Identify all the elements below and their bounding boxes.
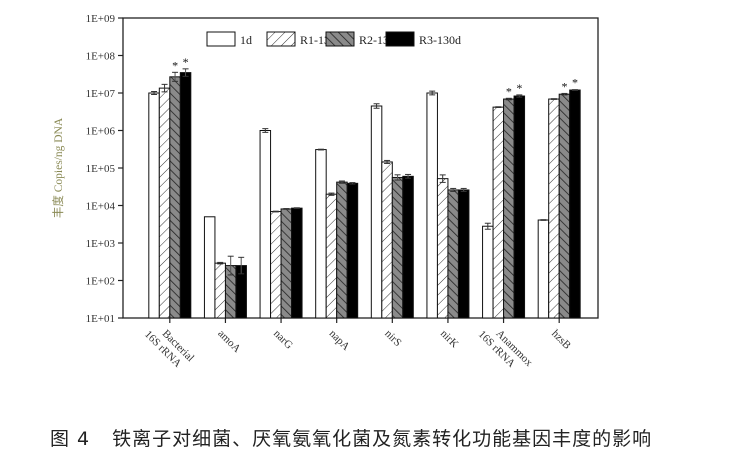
bar <box>558 93 571 319</box>
y-tick-label: 1E+08 <box>86 51 116 63</box>
x-tick-label-line: amoA <box>215 328 243 356</box>
significance-star: * <box>572 76 578 90</box>
x-tick-label-line: narG <box>271 328 295 352</box>
y-tick-label: 1E+03 <box>86 238 116 250</box>
bar <box>158 87 171 319</box>
significance-star: * <box>561 79 567 93</box>
bar <box>336 181 348 319</box>
bar <box>537 219 550 319</box>
y-tick-label: 1E+04 <box>86 201 116 213</box>
bar <box>381 161 393 319</box>
legend-swatch <box>206 31 236 47</box>
bar <box>569 89 581 319</box>
x-tick-label: nirK <box>438 328 461 351</box>
y-axis-label: 丰度 Copies/ng DNA <box>51 117 65 218</box>
legend-label: R3-130d <box>419 33 461 47</box>
x-tick-label: amoA <box>215 328 243 356</box>
bar <box>482 225 494 319</box>
bar <box>370 105 383 319</box>
figure-caption-text: 铁离子对细菌、厌氧氨氧化菌及氮素转化功能基因丰度的影响 <box>112 428 653 450</box>
legend-swatch <box>385 31 415 47</box>
bar <box>346 182 359 319</box>
x-tick-label: narG <box>271 328 295 352</box>
bar <box>291 207 303 319</box>
figure-caption: 图 4 铁离子对细菌、厌氧氨氧化菌及氮素转化功能基因丰度的影响 <box>50 424 652 451</box>
x-tick-label: nirS <box>382 328 403 349</box>
x-tick-label: napA <box>327 328 352 353</box>
plot-frame <box>122 17 599 319</box>
bar <box>169 76 181 319</box>
bar <box>259 130 272 319</box>
y-tick-label: 1E+05 <box>86 163 116 175</box>
significance-star: * <box>172 58 178 72</box>
y-tick-label: 1E+07 <box>86 88 116 100</box>
bar <box>315 149 327 319</box>
bar <box>179 72 192 319</box>
legend-swatch <box>266 31 296 47</box>
x-tick-label: hzsB <box>549 328 573 352</box>
bar <box>447 189 459 319</box>
y-tick-label: 1E+02 <box>86 276 115 288</box>
x-tick-label-line: nirK <box>438 328 461 351</box>
legend-swatch <box>325 31 355 47</box>
significance-star: * <box>183 55 189 69</box>
bar <box>325 193 338 319</box>
x-tick-label-line: hzsB <box>549 328 573 352</box>
bar <box>503 98 515 319</box>
bar <box>492 106 505 319</box>
bar <box>148 92 160 319</box>
significance-star: * <box>516 81 522 95</box>
bar <box>214 262 226 319</box>
bar <box>402 175 414 319</box>
x-tick-label-line: nirS <box>382 328 403 349</box>
y-tick-label: 1E+09 <box>86 13 116 25</box>
y-tick-label: 1E+01 <box>86 313 115 325</box>
x-tick-label: Anammox16S rRNA <box>476 319 535 378</box>
y-tick-label: 1E+06 <box>86 126 116 138</box>
bar <box>270 211 282 319</box>
significance-star: * <box>506 84 512 98</box>
figure-number: 图 4 <box>50 428 91 450</box>
bar <box>203 216 216 319</box>
legend-label: 1d <box>240 33 252 47</box>
x-tick-label: Bacterial16S rRNA <box>142 319 196 373</box>
bar <box>436 178 449 319</box>
bar <box>426 92 438 319</box>
bar <box>391 176 404 319</box>
bar <box>548 98 560 319</box>
bar <box>457 189 470 319</box>
bar <box>513 95 526 319</box>
bar <box>280 208 293 319</box>
x-tick-label-line: napA <box>327 328 352 353</box>
